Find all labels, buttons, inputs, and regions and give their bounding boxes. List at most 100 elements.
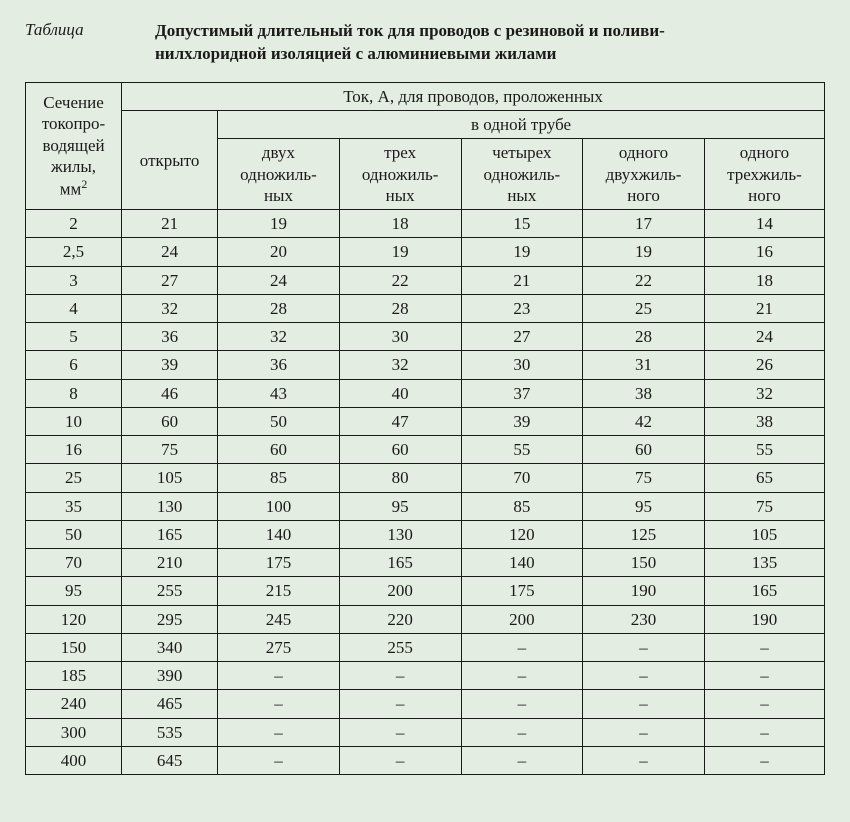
table-cell: 245 (218, 605, 340, 633)
table-cell: – (461, 746, 583, 774)
table-cell: 31 (583, 351, 705, 379)
table-cell: – (218, 746, 340, 774)
table-cell: 50 (218, 407, 340, 435)
table-cell: 17 (583, 210, 705, 238)
table-cell: 75 (704, 492, 824, 520)
header-current: Ток, А, для проводов, проложенных (122, 82, 825, 110)
table-cell: 85 (461, 492, 583, 520)
table-cell: 24 (122, 238, 218, 266)
table-body: 22119181517142,5242019191916327242221221… (26, 210, 825, 775)
c3l2: одножиль- (362, 165, 439, 184)
table-cell: 75 (583, 464, 705, 492)
table-cell: – (704, 718, 824, 746)
table-cell: – (583, 746, 705, 774)
table-cell: 150 (26, 633, 122, 661)
table-cell: – (461, 690, 583, 718)
table-cell: 400 (26, 746, 122, 774)
table-cell: 185 (26, 662, 122, 690)
table-cell: 95 (583, 492, 705, 520)
table-cell: 10 (26, 407, 122, 435)
header-in-pipe: в одной трубе (218, 111, 825, 139)
table-cell: 35 (26, 492, 122, 520)
table-row: 4322828232521 (26, 294, 825, 322)
header-one-three-core: одного трехжиль- ного (704, 139, 824, 210)
table-cell: 8 (26, 379, 122, 407)
table-cell: 645 (122, 746, 218, 774)
table-cell: 210 (122, 549, 218, 577)
table-cell: 21 (461, 266, 583, 294)
table-cell: 38 (583, 379, 705, 407)
table-cell: 47 (339, 407, 461, 435)
table-cell: 95 (339, 492, 461, 520)
header-open: открыто (122, 111, 218, 210)
table-cell: 36 (218, 351, 340, 379)
table-cell: 22 (583, 266, 705, 294)
table-cell: 30 (339, 323, 461, 351)
table-cell: 39 (461, 407, 583, 435)
table-cell: 165 (122, 520, 218, 548)
table-cell: 32 (122, 294, 218, 322)
table-cell: 70 (461, 464, 583, 492)
table-cell: 55 (461, 436, 583, 464)
table-cell: 255 (122, 577, 218, 605)
table-row: 240465––––– (26, 690, 825, 718)
table-cell: – (704, 690, 824, 718)
table-cell: 60 (218, 436, 340, 464)
c4l2: одножиль- (484, 165, 561, 184)
table-row: 300535––––– (26, 718, 825, 746)
table-cell: 105 (122, 464, 218, 492)
table-cell: 19 (339, 238, 461, 266)
table-cell: 2,5 (26, 238, 122, 266)
c3l3: ных (386, 186, 415, 205)
table-cell: 19 (461, 238, 583, 266)
table-row: 5363230272824 (26, 323, 825, 351)
table-row: 95255215200175190165 (26, 577, 825, 605)
table-cell: 46 (122, 379, 218, 407)
c2l2: одножиль- (240, 165, 317, 184)
header-four-single: четырех одножиль- ных (461, 139, 583, 210)
table-cell: 25 (26, 464, 122, 492)
table-row: 10605047394238 (26, 407, 825, 435)
table-cell: 22 (339, 266, 461, 294)
table-cell: 40 (339, 379, 461, 407)
table-cell: 130 (122, 492, 218, 520)
table-cell: 275 (218, 633, 340, 661)
table-cell: 220 (339, 605, 461, 633)
table-cell: – (339, 718, 461, 746)
table-cell: – (339, 746, 461, 774)
table-cell: 65 (704, 464, 824, 492)
table-row: 3272422212218 (26, 266, 825, 294)
table-cell: 4 (26, 294, 122, 322)
table-cell: 215 (218, 577, 340, 605)
table-cell: 150 (583, 549, 705, 577)
header-three-single: трех одножиль- ных (339, 139, 461, 210)
c6l2: трехжиль- (727, 165, 802, 184)
table-cell: 19 (583, 238, 705, 266)
header-one-two-core: одного двухжиль- ного (583, 139, 705, 210)
table-cell: 190 (583, 577, 705, 605)
table-cell: 30 (461, 351, 583, 379)
table-cell: 18 (704, 266, 824, 294)
title-block: Таблица Допустимый длительный ток для пр… (25, 20, 825, 66)
table-cell: 21 (704, 294, 824, 322)
table-row: 6393632303126 (26, 351, 825, 379)
table-cell: 18 (339, 210, 461, 238)
table-cell: 105 (704, 520, 824, 548)
table-cell: 28 (583, 323, 705, 351)
table-cell: 70 (26, 549, 122, 577)
table-cell: 80 (339, 464, 461, 492)
table-cell: – (461, 662, 583, 690)
table-cell: 60 (583, 436, 705, 464)
c2l3: ных (264, 186, 293, 205)
table-cell: 6 (26, 351, 122, 379)
table-cell: 165 (339, 549, 461, 577)
table-row: 185390––––– (26, 662, 825, 690)
table-row: 16756060556055 (26, 436, 825, 464)
table-cell: 295 (122, 605, 218, 633)
h-l2: токопро- (42, 114, 105, 133)
c3l1: трех (384, 143, 416, 162)
table-row: 400645––––– (26, 746, 825, 774)
table-cell: 120 (461, 520, 583, 548)
table-cell: 25 (583, 294, 705, 322)
table-cell: – (704, 746, 824, 774)
